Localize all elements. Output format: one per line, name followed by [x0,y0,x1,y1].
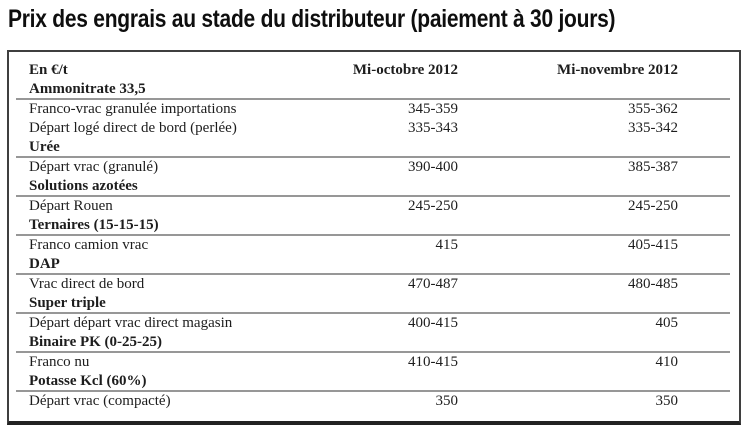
table-row: Franco nu 410-415 410 [16,352,730,372]
category-row: DAP [16,255,730,275]
row-label: Départ vrac (compacté) [29,393,171,409]
price-table-head: En €/t Mi-octobre 2012 Mi-novembre 2012 [16,61,730,80]
category-label: Super triple [16,294,730,314]
row-label: Vrac direct de bord [29,276,145,292]
row-value-mi-octobre: 350 [435,393,459,409]
row-value-mi-novembre: 405 [655,315,679,331]
row-value-mi-novembre: 480-485 [628,276,678,292]
row-value-mi-octobre: 335-343 [408,120,458,136]
row-label: Franco-vrac granulée importations [29,101,237,117]
category-row: Binaire PK (0-25-25) [16,333,730,353]
category-row: Potasse Kcl (60%) [16,372,730,392]
row-value-mi-octobre: 345-359 [408,101,458,117]
category-row: Ternaires (15-15-15) [16,216,730,236]
category-label: DAP [16,255,730,275]
row-value-mi-octobre: 390-400 [408,159,458,175]
table-row: Départ vrac (compacté) 350 350 [16,391,730,411]
table-row: Franco-vrac granulée importations 345-359… [16,99,730,119]
row-label: Franco camion vrac [29,237,149,253]
row-value-mi-octobre: 245-250 [408,198,458,214]
row-label: Départ Rouen [29,198,113,214]
category-row: Super triple [16,294,730,314]
table-row: Franco camion vrac 415 405-415 [16,235,730,255]
row-value-mi-novembre: 355-362 [628,101,678,117]
table-row: Départ départ vrac direct magasin 400-415… [16,313,730,333]
category-label: Binaire PK (0-25-25) [16,333,730,353]
table-row: Départ vrac (granulé) 390-400 385-387 [16,157,730,177]
category-row: Solutions azotées [16,177,730,197]
table-row: Départ logé direct de bord (perlée) 335-3… [16,119,730,138]
category-label: Urée [16,138,730,158]
row-value-mi-novembre: 410 [655,354,679,370]
table-row: Vrac direct de bord 470-487 480-485 [16,274,730,294]
row-value-mi-octobre: 400-415 [408,315,458,331]
header-row: En €/t Mi-octobre 2012 Mi-novembre 2012 [16,61,730,80]
page: { "title": "Prix des engrais au stade du… [0,3,747,435]
category-label: Ternaires (15-15-15) [16,216,730,236]
row-label: Départ vrac (granulé) [29,159,159,175]
row-value-mi-novembre: 350 [655,393,679,409]
row-label: Départ départ vrac direct magasin [29,315,233,331]
category-label: Potasse Kcl (60%) [16,372,730,392]
row-value-mi-novembre: 405-415 [628,237,678,253]
table-row: Départ Rouen 245-250 245-250 [16,196,730,216]
page-title: Prix des engrais au stade du distributeu… [8,5,616,33]
column-header-mi-novembre: Mi-novembre 2012 [557,62,678,78]
column-header-unit: En €/t [29,62,68,78]
row-value-mi-novembre: 245-250 [628,198,678,214]
category-label: Ammonitrate 33,5 [16,80,730,100]
category-row: Ammonitrate 33,5 [16,80,730,100]
row-value-mi-novembre: 335-342 [628,120,678,136]
row-label: Départ logé direct de bord (perlée) [29,120,237,136]
category-row: Urée [16,138,730,158]
price-table-box: En €/t Mi-octobre 2012 Mi-novembre 2012 … [7,50,741,425]
row-value-mi-octobre: 410-415 [408,354,458,370]
row-value-mi-novembre: 385-387 [628,159,678,175]
column-header-mi-octobre: Mi-octobre 2012 [352,62,458,78]
price-table: En €/t Mi-octobre 2012 Mi-novembre 2012 … [16,61,730,411]
row-value-mi-octobre: 470-487 [408,276,458,292]
row-label: Franco nu [29,354,90,370]
price-table-body: Ammonitrate 33,5 Franco-vrac granulée imp… [16,80,730,411]
category-label: Solutions azotées [16,177,730,197]
row-value-mi-octobre: 415 [435,237,459,253]
